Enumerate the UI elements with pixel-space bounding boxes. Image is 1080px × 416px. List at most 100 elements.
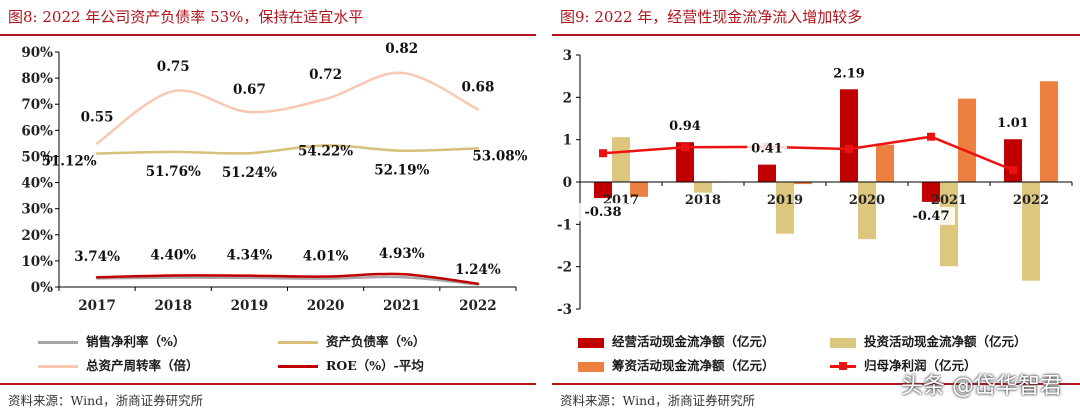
right-figure-title: 图9: 2022 年，经营性现金流净流入增加较多 [560,8,863,26]
left-bottom-rule [0,383,536,385]
right-top-rule [552,34,1080,36]
right-legend-swatch-3 [830,362,856,370]
left-legend-label-3: ROE（%）-平均 [326,358,424,373]
right-legend-swatch-0 [578,337,604,348]
left-figure-title: 图8: 2022 年公司资产负债率 53%，保持在适宜水平 [8,8,364,26]
line-marker [845,144,853,153]
watermark: 头条 @岱华智君 [901,374,1062,399]
series-line-3 [95,272,480,286]
left-source-note: 资料来源：Wind，浙商证券研究所 [8,393,204,408]
y-tick-label: 60% [21,123,53,139]
y-tick-label: 10% [21,254,53,270]
bar-0 [1004,139,1022,182]
y-tick-label: -2 [557,260,572,276]
data-label-bg [993,114,1033,133]
bar-1 [776,182,794,234]
left-legend-item-0: 销售净利率（%） [38,331,185,350]
y-tick-label: 3 [563,48,572,64]
left-legend-label-0: 销售净利率（%） [86,334,186,349]
right-legend-swatch-2 [578,361,604,372]
data-label: 4.01% [303,249,349,265]
bar-2 [1040,81,1058,182]
series-line-1 [95,144,480,155]
bar-2 [876,144,894,182]
y-tick-label: 50% [21,149,53,165]
data-label: 4.40% [150,248,196,264]
bar-0 [922,182,940,202]
data-label: -0.38 [584,205,621,220]
right-panel: 图9: 2022 年，经营性现金流净流入增加较多 -3 -2 -1 0 1 2 3 2017 2… [552,0,1080,416]
bar-2 [794,182,812,185]
left-legend-swatch-3 [278,365,318,368]
x-tick-label: 2022 [1013,193,1049,208]
bar-1 [694,182,712,193]
data-label: 1.24% [455,262,501,278]
data-label-bg [665,117,705,136]
left-legend-swatch-2 [38,365,78,368]
data-label-bg [829,64,869,83]
bar-0 [840,89,858,182]
right-legend-swatch-1 [830,337,856,348]
data-label: 51.12% [42,154,97,170]
left-legend-item-3: ROE（%）-平均 [278,355,424,374]
data-label: 0.82 [385,41,418,57]
data-label: 0.41 [751,142,783,157]
x-tick-label: 2020 [849,193,885,208]
right-legend-label-2: 筹资活动现金流净额（亿元） [612,358,775,373]
series-line-2 [95,71,480,145]
data-label: 4.93% [379,246,425,262]
right-legend-item-1: 投资活动现金流净额（亿元） [830,331,1027,350]
data-label: -0.47 [912,209,949,224]
bar-2 [630,182,648,197]
x-tick-label: 2018 [154,298,192,314]
right-legend-label-0: 经营活动现金流净额（亿元） [612,334,775,349]
bar-0 [758,164,776,182]
line-marker [1009,166,1017,175]
data-label: 52.19% [374,163,429,179]
right-legend-item-2: 筹资活动现金流净额（亿元） [578,355,775,374]
left-legend-item-1: 资产负债率（%） [278,331,425,350]
x-tick-label: 2021 [931,193,967,208]
series-line-3 [602,135,1014,172]
data-label-bg [907,206,955,225]
x-tick-label: 2017 [78,298,116,314]
left-legend-item-2: 总资产周转率（倍） [38,355,199,374]
data-label: 51.24% [222,165,277,181]
y-tick-label: 90% [21,45,53,61]
series-line-0 [95,275,480,286]
right-source-note: 资料来源：Wind，浙商证券研究所 [560,393,756,408]
data-label: 53.08% [472,148,527,164]
left-legend-label-1: 资产负债率（%） [326,334,426,349]
y-tick-label: 0% [31,280,53,296]
data-label: 0.72 [309,67,342,83]
y-tick-label: 70% [21,97,53,113]
data-label: 2.19 [833,66,865,81]
line-marker [927,132,935,141]
left-legend-swatch-1 [278,341,318,344]
x-tick-label: 2018 [685,193,721,208]
y-tick-label: 20% [21,228,53,244]
right-legend-marker-3 [839,362,847,370]
data-label: 51.76% [146,164,201,180]
data-label: 4.34% [227,248,273,264]
right-legend-label-3: 归母净利润（亿元） [864,358,977,373]
data-label: 0.67 [233,82,266,98]
y-tick-label: 80% [21,71,53,87]
data-label: 54.22% [298,143,353,159]
y-tick-label: 2 [563,90,572,106]
data-label-bg [747,139,787,158]
y-tick-label: -3 [557,302,572,318]
left-legend-label-2: 总资产周转率（倍） [86,358,199,373]
bar-1 [858,182,876,240]
right-legend-item-0: 经营活动现金流净额（亿元） [578,331,775,350]
x-tick-label: 2021 [383,298,421,314]
data-label: 1.01 [997,116,1029,131]
x-tick-label: 2019 [231,298,269,314]
left-chart: 0% 10% 20% 30% 40% 50% 60% 70% 80% 90% 2017 2018 201… [21,41,527,314]
data-label: 0.75 [157,59,190,75]
right-bottom-rule [552,383,1080,385]
data-label-bg [579,203,627,222]
data-label: 0.94 [669,119,701,134]
y-tick-label: 0 [563,175,572,191]
line-marker [681,143,689,152]
